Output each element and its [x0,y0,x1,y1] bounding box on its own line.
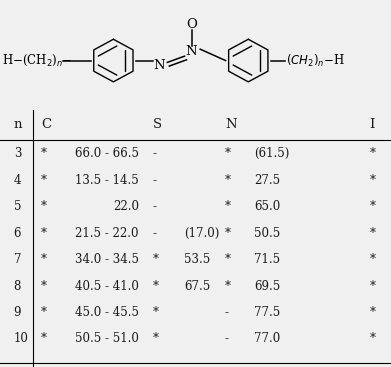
Text: *: * [369,200,375,213]
Text: N: N [186,45,197,58]
Text: *: * [152,306,158,319]
Text: *: * [41,174,47,187]
Text: *: * [41,253,47,266]
Text: (61.5): (61.5) [254,147,289,160]
Text: -: - [225,306,229,319]
Text: 27.5: 27.5 [254,174,280,187]
Text: 3: 3 [14,147,21,160]
Text: 10: 10 [14,333,29,345]
Text: 9: 9 [14,306,21,319]
Text: 45.0 - 45.5: 45.0 - 45.5 [75,306,139,319]
Text: -: - [152,147,156,160]
Text: *: * [369,306,375,319]
Text: -: - [152,227,156,240]
Text: 50.5: 50.5 [254,227,280,240]
Text: H$-$(CH$_2$)$_n$$-$: H$-$(CH$_2$)$_n$$-$ [2,53,72,68]
Text: 22.0: 22.0 [113,200,139,213]
Text: 53.5: 53.5 [184,253,210,266]
Text: *: * [225,280,231,292]
Text: 77.0: 77.0 [254,333,280,345]
Text: n: n [14,118,22,131]
Text: *: * [225,200,231,213]
Text: 65.0: 65.0 [254,200,280,213]
Text: *: * [369,333,375,345]
Text: *: * [41,200,47,213]
Text: *: * [225,227,231,240]
Text: *: * [152,280,158,292]
Text: *: * [369,253,375,266]
Text: *: * [369,147,375,160]
Text: 67.5: 67.5 [184,280,210,292]
Text: -: - [225,333,229,345]
Text: *: * [369,174,375,187]
Text: -: - [152,200,156,213]
Text: 7: 7 [14,253,21,266]
Text: *: * [41,147,47,160]
Text: *: * [225,253,231,266]
Text: $(CH_2)_n$$-$H: $(CH_2)_n$$-$H [286,52,345,69]
Text: 8: 8 [14,280,21,292]
Text: N: N [225,118,237,131]
Text: -: - [152,174,156,187]
Text: *: * [152,253,158,266]
Text: N: N [154,59,165,72]
Text: *: * [369,280,375,292]
Text: 66.0 - 66.5: 66.0 - 66.5 [75,147,139,160]
Text: 6: 6 [14,227,21,240]
Text: 21.5 - 22.0: 21.5 - 22.0 [75,227,139,240]
Text: *: * [41,306,47,319]
Text: O: O [186,18,197,32]
Text: 5: 5 [14,200,21,213]
Text: *: * [152,333,158,345]
Text: *: * [41,227,47,240]
Text: C: C [41,118,51,131]
Text: 40.5 - 41.0: 40.5 - 41.0 [75,280,139,292]
Text: 4: 4 [14,174,21,187]
Text: 13.5 - 14.5: 13.5 - 14.5 [75,174,139,187]
Text: 71.5: 71.5 [254,253,280,266]
Text: 69.5: 69.5 [254,280,280,292]
Text: 50.5 - 51.0: 50.5 - 51.0 [75,333,139,345]
Text: *: * [41,280,47,292]
Text: 34.0 - 34.5: 34.0 - 34.5 [75,253,139,266]
Text: (17.0): (17.0) [184,227,219,240]
Text: 77.5: 77.5 [254,306,280,319]
Text: *: * [41,333,47,345]
Text: S: S [152,118,161,131]
Text: *: * [225,147,231,160]
Text: *: * [369,227,375,240]
Text: *: * [225,174,231,187]
Text: I: I [369,118,375,131]
